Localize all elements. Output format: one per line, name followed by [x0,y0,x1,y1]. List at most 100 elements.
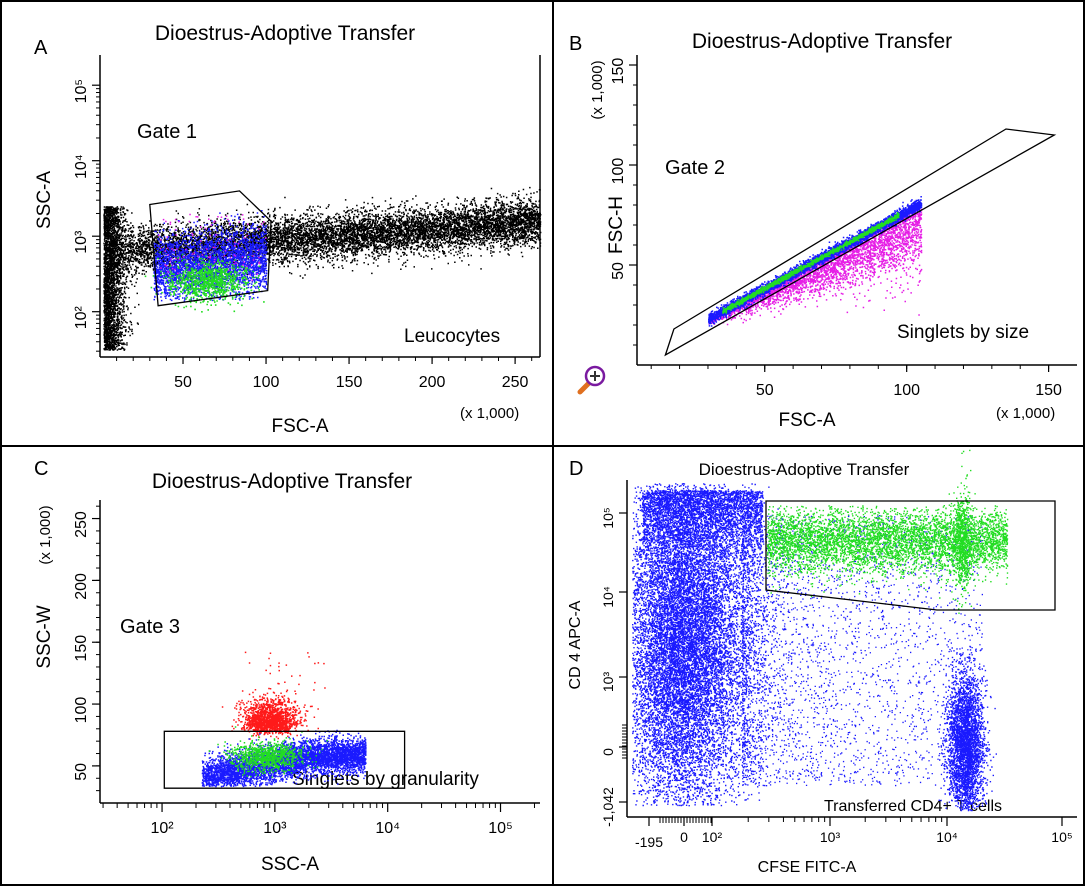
series-green-d-points [767,505,1009,599]
gate-polygon-a [149,190,272,307]
chart-c: C Dioestrus-Adoptive Transfer Gate 3 Sin… [34,458,540,875]
chart-title-c: Dioestrus-Adoptive Transfer [152,470,412,493]
frame-c [0,445,554,886]
series-blue-top-d-points [642,490,764,625]
series-green-c-points [208,726,328,778]
x-tick-label-a: 100 [253,374,280,391]
y-axis-label-c: SSC-W [34,605,55,668]
series-red-c [221,681,319,740]
series-green-c [208,726,328,778]
series-red-c-points [221,681,319,740]
x-tick-label-d: 10³ [820,829,841,845]
y-tick-label-c: 150 [73,635,90,662]
x-axis-label-b: FSC-A [779,410,836,431]
y-tick-label-c: 200 [73,573,90,600]
x-tick-label-b: 150 [1035,382,1062,399]
x-tick-label-c: 10³ [263,820,287,837]
gate-polygon-c [163,730,406,789]
x-tick-label-d: 0 [680,829,688,845]
frame-d [552,445,1085,886]
x-tick-label-a: 200 [419,374,446,391]
y-tick-label-d: -1,042 [600,787,616,827]
y-axis-label-a: SSC-A [34,171,55,229]
x-tick-label-b: 50 [756,382,774,399]
series-magenta-b-points [708,207,923,326]
series-blue-top-d [642,490,764,625]
series-green-cluster-d-points [945,449,978,614]
series-black-a [108,186,542,291]
x-tick-label-a: 150 [336,374,363,391]
series-blue-cluster-d-points [932,645,997,812]
y-tick-label-d: 10⁵ [600,507,616,528]
x-multiplier-b: (x 1,000) [996,405,1055,422]
series-blue-main-d-points [632,483,783,807]
panel-c: C Dioestrus-Adoptive Transfer Gate 3 Sin… [0,445,552,886]
x-tick-label-c: 10⁵ [488,820,512,837]
x-axis-label-d: CFSE FITC-A [758,859,857,876]
series-blue-main-d [632,483,783,807]
series-black-a-points [108,186,542,291]
y-tick-label-b: 150 [610,58,627,85]
y-tick-label-d: 10³ [600,672,616,693]
gate-label-c: Gate 3 [120,616,180,638]
x-multiplier-a: (x 1,000) [460,405,519,422]
series-green-cluster-d [945,449,978,614]
x-tick-label-c: 10² [150,820,174,837]
y-tick-label-a: 10² [73,305,90,329]
panel-label-b: B [569,33,582,55]
x-tick-label-d: 10⁴ [936,829,958,845]
y-tick-label-d: 10⁴ [600,586,616,608]
series-green-a-points [144,249,265,313]
y-tick-label-a: 10⁴ [73,154,90,179]
series-green-b [722,211,900,314]
series-green-a [144,249,265,313]
y-tick-label-c: 250 [73,511,90,538]
y-tick-label-b: 50 [610,262,627,280]
series-blue-cluster-d [932,645,997,812]
chart-a: A Dioestrus-Adoptive Transfer Gate 1 Leu… [34,22,542,437]
series-magenta-b [708,207,923,326]
y-tick-label-a: 10⁵ [73,79,90,103]
x-tick-label-c: 10⁴ [375,820,400,837]
gate-polygon-d [765,500,1056,611]
chart-d: D Dioestrus-Adoptive Transfer Transferre… [567,449,1077,876]
x-tick-label-a: 250 [502,374,529,391]
gate-polygon-b [664,128,1057,357]
y-tick-label-b: 100 [610,158,627,185]
x-tick-label-b: 100 [893,382,920,399]
series-green-d [767,505,1009,599]
panel-d: D Dioestrus-Adoptive Transfer Transferre… [552,445,1085,886]
y-tick-label-a: 10³ [73,230,90,254]
x-tick-label-a: 50 [174,374,192,391]
chart-b: B Dioestrus-Adoptive Transfer Gate 2 Sin… [569,30,1077,431]
chart-title-a: Dioestrus-Adoptive Transfer [155,22,415,45]
chart-title-d: Dioestrus-Adoptive Transfer [699,460,910,479]
panel-a: A Dioestrus-Adoptive Transfer Gate 1 Leu… [0,0,552,445]
panel-b: B Dioestrus-Adoptive Transfer Gate 2 Sin… [552,0,1085,445]
y-multiplier-b: (x 1,000) [589,60,606,119]
zoom-icon[interactable] [577,365,606,395]
series-black-left-a [103,206,140,351]
x-tick-label-d: 10⁵ [1051,829,1072,845]
population-label-d: Transferred CD4+ T cells [824,798,1002,815]
y-multiplier-c: (x 1,000) [37,505,54,564]
y-axis-label-d: CD 4 APC-A [567,600,584,689]
panel-label-d: D [569,458,583,480]
x-axis-label-c: SSC-A [261,854,319,875]
panel-label-a: A [34,37,48,59]
x-tick-label-d: -195 [635,834,663,850]
population-label-a: Leucocytes [404,326,500,347]
series-black-left-a-points [103,206,140,351]
x-axis-label-a: FSC-A [272,416,329,437]
frame-b [552,0,1085,447]
y-tick-label-c: 50 [73,763,90,781]
y-axis-label-b: FSC-H [606,196,627,254]
frame-a [0,0,554,447]
y-tick-label-d: 0 [600,748,616,756]
panel-label-c: C [34,458,48,480]
y-tick-label-c: 100 [73,697,90,724]
series-green-b-points [722,211,900,314]
gate-label-b: Gate 2 [665,157,725,179]
x-tick-label-d: 10² [702,829,723,845]
chart-title-b: Dioestrus-Adoptive Transfer [692,30,952,53]
